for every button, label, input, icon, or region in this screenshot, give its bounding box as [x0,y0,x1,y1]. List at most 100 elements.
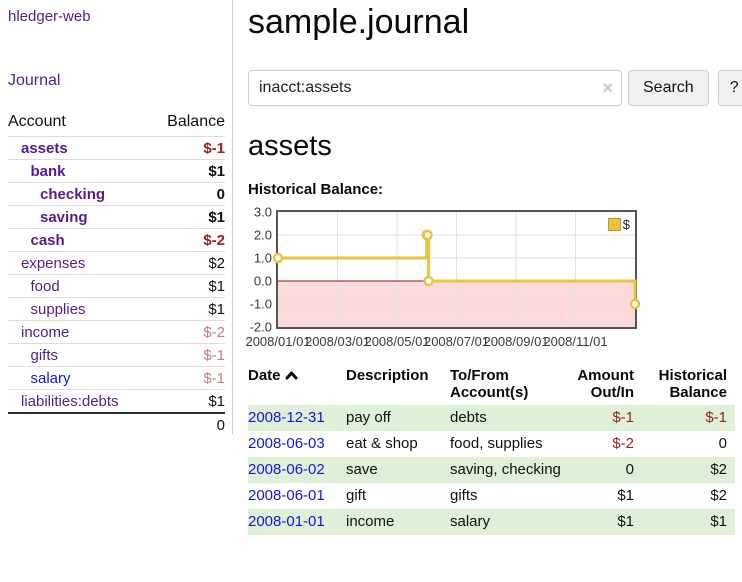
register-cell-balance: $1 [710,513,727,530]
register-row: 2008-01-01 income salary $1 $1 [248,509,735,535]
register-cell-description: pay off [346,409,391,426]
register-cell-amount: $1 [617,487,634,504]
x-axis-tick-label: 2008/09/01 [483,334,549,349]
sidebar-account-balance: $-1 [203,346,225,364]
search-box: × [248,70,622,106]
search-input[interactable] [248,70,622,106]
sidebar-account-row: gifts $-1 [8,343,225,366]
register-header-amount-out-in: Amount Out/In [577,367,634,401]
register-cell-accounts: salary [450,513,491,530]
register-date-link[interactable]: 2008-06-01 [248,487,325,504]
account-total-value: 0 [216,417,225,434]
register-date-link[interactable]: 2008-06-03 [248,435,325,452]
register-cell-accounts: debts [450,409,487,426]
sidebar-account-balance: $1 [208,392,225,410]
x-axis-tick-label: 2008/11/01 [543,334,608,349]
sidebar-account-balance: 0 [216,185,225,203]
sidebar-account-row: assets $-1 [8,136,225,159]
sidebar-account-row: food $1 [8,274,225,297]
account-column-header: Account [8,113,66,130]
sidebar-account-balance: $1 [208,208,225,226]
sidebar-account-link[interactable]: income [21,323,70,341]
chart-plot-area[interactable]: $ [272,210,641,329]
sidebar-account-row: supplies $1 [8,297,225,320]
legend-series-label: $ [622,217,630,232]
y-axis-tick-label: 3.0 [253,204,272,220]
register-row: 2008-06-03 eat & shop food, supplies $-2 0 [248,431,735,457]
sidebar-account-row: liabilities:debts $1 [8,389,225,412]
sidebar-account-balance: $-1 [203,369,225,387]
search-button[interactable]: Search [628,70,709,106]
sidebar-account-balance: $-2 [203,231,225,249]
account-heading: assets [248,130,332,162]
sidebar-account-row: expenses $2 [8,251,225,274]
sidebar-account-link[interactable]: food [30,277,60,295]
search-bar: × Search ? [248,70,742,106]
register-cell-description: gift [346,487,367,504]
register-row: 2008-06-01 gift gifts $1 $2 [248,483,735,509]
register-cell-description: income [346,513,395,530]
sidebar-account-link[interactable]: supplies [30,300,86,318]
sidebar-account-link[interactable]: salary [30,369,71,387]
sidebar-account-link[interactable]: gifts [30,346,59,364]
register-cell-amount: $-1 [612,409,634,426]
sidebar-account-row: cash $-2 [8,228,225,251]
clear-search-icon[interactable]: × [602,78,613,98]
page: hledger-web Journal Account Balance asse… [0,0,742,535]
register-cell-description: eat & shop [346,435,418,452]
sidebar-account-link[interactable]: assets [21,139,68,157]
register-cell-amount: $-2 [612,435,634,452]
sidebar-account-balance: $1 [208,162,225,180]
sort-ascending-icon [285,371,298,380]
sidebar-account-link[interactable]: checking [40,185,106,203]
register-header-date[interactable]: Date [248,365,346,405]
register-cell-accounts: saving, checking [450,461,561,478]
historical-balance-chart: $ 3.0 2.0 1.0 0.0 -1.0 -2.0 2008/01/01 2008/03/… [245,205,728,349]
register-date-link[interactable]: 2008-01-01 [248,513,325,530]
y-axis-tick-label: 0.0 [253,273,272,289]
y-axis-tick-label: -1.0 [249,296,272,312]
x-axis-tick-label: 2008/03/01 [304,334,371,349]
account-table-header: Account Balance [8,111,225,136]
sidebar: hledger-web Journal Account Balance asse… [0,0,233,535]
y-axis-tick-label: -2.0 [249,319,272,335]
app-brand-link[interactable]: hledger-web [8,8,91,25]
sidebar-account-link[interactable]: saving [40,208,88,226]
sidebar-account-balance: $-2 [203,323,225,341]
sidebar-account-row: salary $-1 [8,366,225,389]
register-cell-accounts: gifts [450,487,478,504]
y-axis-tick-label: 1.0 [253,250,272,266]
register-cell-accounts: food, supplies [450,435,543,452]
sidebar-account-row: checking 0 [8,182,225,205]
register-date-link[interactable]: 2008-12-31 [248,409,325,426]
register-cell-balance: $-1 [705,409,727,426]
balance-column-header: Balance [167,113,225,130]
register-cell-amount: $1 [617,513,634,530]
account-balance-table: Account Balance assets $-1 bank $1 checking 0… [8,111,225,437]
sidebar-account-row: income $-2 [8,320,225,343]
sidebar-item-journal[interactable]: Journal [8,72,61,89]
sidebar-account-row: bank $1 [8,159,225,182]
sidebar-account-balance: $-1 [203,139,225,157]
register-cell-balance: $2 [710,461,727,478]
sidebar-divider [232,0,233,434]
sidebar-account-balance: $2 [208,254,225,272]
register-cell-balance: $2 [710,487,727,504]
x-axis-tick-label: 2008/01/01 [245,334,311,349]
help-button[interactable]: ? [717,70,742,106]
register-cell-description: save [346,461,378,478]
sidebar-account-balance: $1 [208,277,225,295]
sidebar-account-link[interactable]: expenses [21,254,86,272]
sidebar-account-link[interactable]: bank [30,162,66,180]
sidebar-account-link[interactable]: liabilities:debts [21,392,119,410]
register-header-historical-balance: Historical Balance [658,367,727,401]
x-axis-tick-label: 2008/05/01 [364,334,430,349]
x-axis-tick-label: 2008/07/01 [423,334,490,349]
page-title: sample.journal [248,3,470,41]
register-header-to-from-account-s-: To/From Account(s) [450,367,529,401]
register-row: 2008-12-31 pay off debts $-1 $-1 [248,405,735,431]
sidebar-account-link[interactable]: cash [30,231,65,249]
register-date-link[interactable]: 2008-06-02 [248,461,325,478]
register-cell-amount: 0 [625,461,634,478]
register-row: 2008-06-02 save saving, checking 0 $2 [248,457,735,483]
